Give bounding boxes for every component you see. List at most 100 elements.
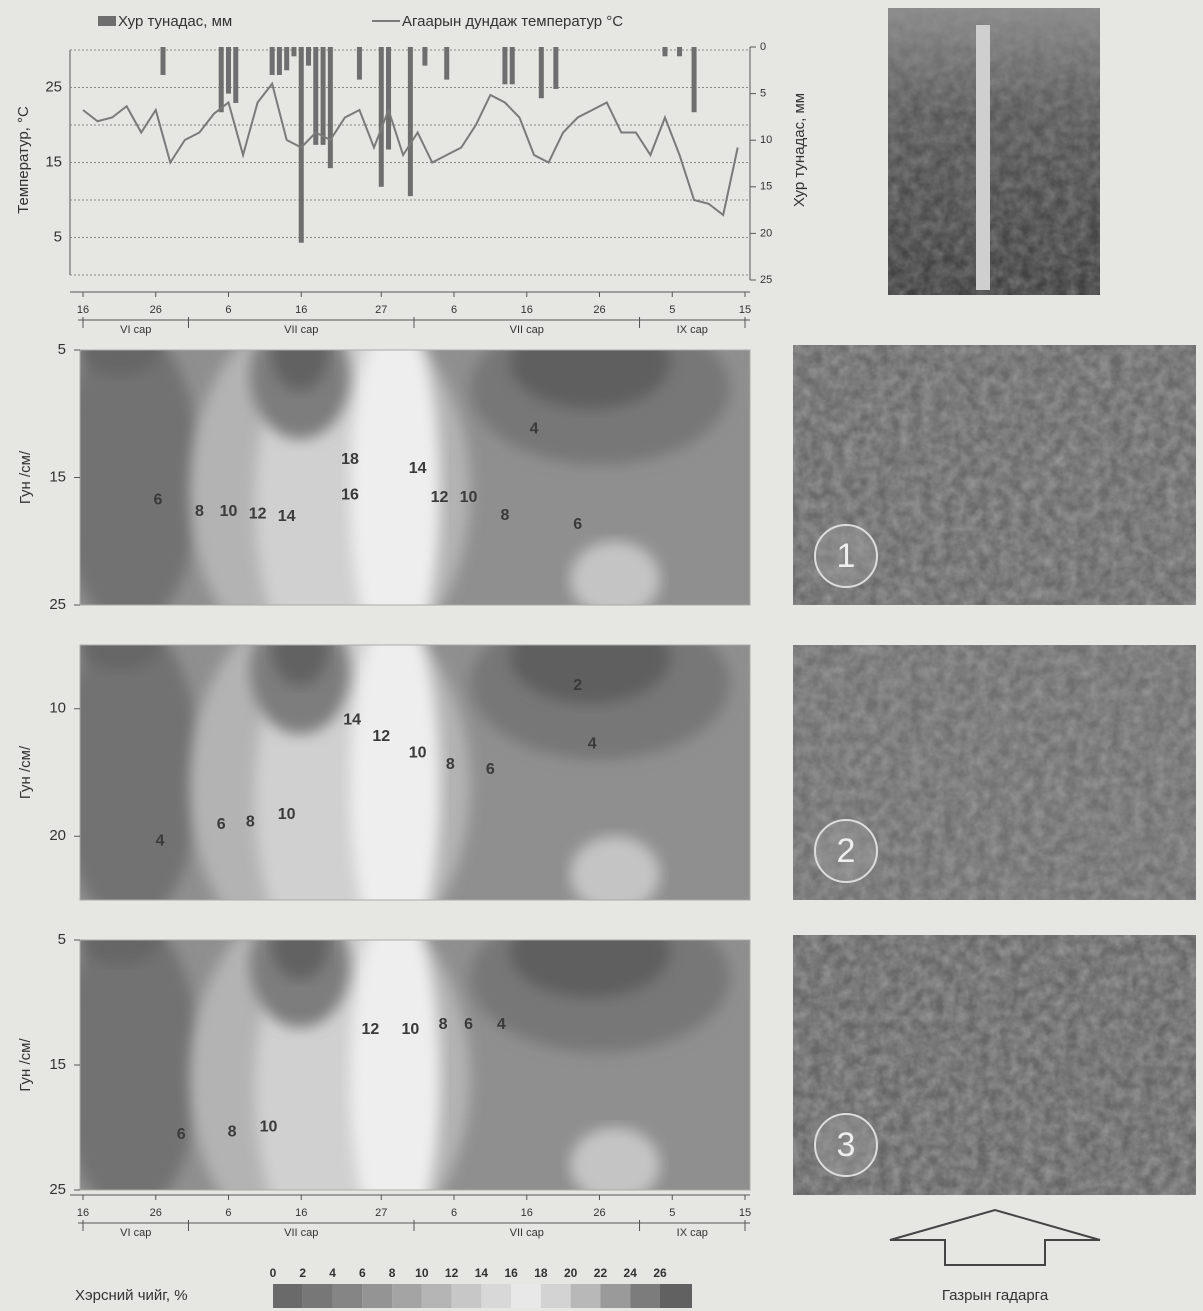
y2-tick-label: 15 [760, 181, 772, 193]
x-tick-label: 27 [375, 1207, 387, 1219]
colorbar-swatch [660, 1284, 692, 1308]
legend-label: Агаарын дундаж температур °C [402, 13, 623, 30]
x-tick-label: 26 [150, 304, 162, 316]
y-axis-label: Гун /см/ [17, 745, 34, 799]
bar [510, 47, 515, 84]
bar [553, 47, 558, 89]
bar [386, 47, 391, 150]
bar [502, 47, 507, 84]
month-label: VII сар [510, 1227, 544, 1239]
y-tick-label: 25 [49, 1181, 66, 1198]
x-tick-label: 15 [739, 1207, 751, 1219]
y2-tick-label: 25 [760, 274, 772, 286]
colorbar-tick-label: 10 [415, 1266, 429, 1280]
month-label: IX сар [677, 1227, 708, 1239]
contour-label: 8 [228, 1124, 237, 1141]
colorbar-swatch [303, 1284, 333, 1308]
x-tick-label: 6 [225, 1207, 231, 1219]
x-tick-label: 16 [295, 304, 307, 316]
y2-tick-label: 20 [760, 227, 772, 239]
x-tick-label: 16 [77, 304, 89, 316]
contour-label: 18 [341, 451, 359, 468]
month-label: VI сар [120, 324, 151, 336]
contour-label: 6 [217, 816, 226, 833]
y-axis-label: Гун /см/ [17, 1038, 34, 1092]
y-tick-label: 20 [49, 827, 66, 844]
x-tick-label: 26 [150, 1207, 162, 1219]
bar [313, 47, 318, 145]
x-tick-label: 16 [77, 1207, 89, 1219]
contour-label: 8 [446, 756, 455, 773]
colorbar-swatch [362, 1284, 392, 1308]
colorbar-swatch [273, 1284, 303, 1308]
x-tick-label: 5 [669, 1207, 675, 1219]
bar [226, 47, 231, 94]
contour-label: 8 [439, 1016, 448, 1033]
photo-number: 2 [837, 832, 856, 870]
y-tick-label: 5 [54, 228, 62, 245]
contour-label: 4 [588, 736, 597, 753]
colorbar-tick-label: 14 [475, 1266, 489, 1280]
contour-label: 6 [486, 761, 495, 778]
y-tick-label: 10 [49, 700, 66, 717]
x-tick-label: 26 [593, 304, 605, 316]
bar [379, 47, 384, 187]
contour-label: 4 [156, 833, 165, 850]
contour-label: 10 [260, 1119, 278, 1136]
contour-label: 12 [372, 728, 390, 745]
month-label: VII сар [510, 324, 544, 336]
legend-label: Хур тунадас, мм [118, 13, 232, 30]
x-tick-label: 6 [225, 304, 231, 316]
y2-tick-label: 5 [760, 88, 766, 100]
colorbar-tick-label: 20 [564, 1266, 578, 1280]
contour-label: 8 [195, 503, 204, 520]
colorbar-swatch [571, 1284, 601, 1308]
month-label: VII сар [284, 1227, 318, 1239]
photo-texture [888, 8, 1100, 295]
x-tick-label: 27 [375, 304, 387, 316]
y-tick-label: 25 [49, 596, 66, 613]
bar [284, 47, 289, 70]
x-tick-label: 16 [521, 1207, 533, 1219]
x-tick-label: 16 [521, 304, 533, 316]
colorbar-tick-label: 26 [653, 1266, 667, 1280]
colorbar-label: Хэрсний чийг, % [75, 1287, 188, 1304]
contour-label: 6 [153, 492, 162, 509]
y2-tick-label: 10 [760, 134, 772, 146]
y-tick-label: 5 [58, 341, 66, 358]
colorbar-tick-label: 12 [445, 1266, 459, 1280]
contour-label: 10 [220, 503, 238, 520]
figure: 1 2 3 Газрын гадарга 515250510152025Темп… [0, 0, 1203, 1311]
y-tick-label: 25 [45, 78, 62, 95]
bar [270, 47, 275, 75]
contour-label: 14 [278, 508, 296, 525]
x-tick-label: 16 [295, 1207, 307, 1219]
page: 1 2 3 Газрын гадарга 515250510152025Темп… [0, 0, 1203, 1311]
bar [291, 47, 296, 56]
colorbar-swatch [541, 1284, 571, 1308]
contour-label: 4 [530, 420, 539, 437]
bar [219, 47, 224, 112]
colorbar-swatch [333, 1284, 363, 1308]
x-tick-label: 26 [593, 1207, 605, 1219]
colorbar-swatch [481, 1284, 511, 1308]
contour-label: 2 [573, 677, 582, 694]
contour-label: 10 [460, 489, 478, 506]
bar [233, 47, 238, 103]
contour-label: 8 [246, 813, 255, 830]
colorbar-tick-label: 24 [624, 1266, 638, 1280]
month-label: IX сар [677, 324, 708, 336]
contour-label: 14 [409, 460, 427, 477]
colorbar-swatch [392, 1284, 422, 1308]
y-tick-label: 5 [58, 931, 66, 948]
contour-label: 10 [278, 806, 296, 823]
colorbar-swatch [422, 1284, 452, 1308]
month-label: VII сар [284, 324, 318, 336]
bar [277, 47, 282, 75]
legend-swatch [98, 16, 116, 26]
contour-label: 8 [500, 507, 509, 524]
contour-label: 12 [361, 1021, 379, 1038]
contour-label: 6 [177, 1126, 186, 1143]
colorbar-tick-label: 6 [359, 1266, 366, 1280]
contour-label: 6 [464, 1016, 473, 1033]
